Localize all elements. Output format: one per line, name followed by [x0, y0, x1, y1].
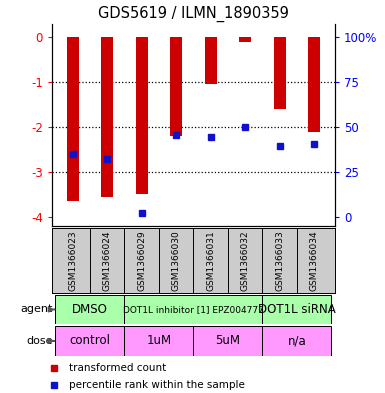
Bar: [274, 37, 286, 109]
Bar: [55, 326, 124, 356]
Bar: [263, 295, 331, 324]
Bar: [67, 37, 79, 201]
Text: GSM1366033: GSM1366033: [275, 230, 284, 291]
Bar: [308, 37, 320, 132]
Bar: [194, 326, 263, 356]
Text: percentile rank within the sample: percentile rank within the sample: [69, 380, 245, 390]
Text: n/a: n/a: [288, 334, 306, 347]
Text: GSM1366034: GSM1366034: [310, 230, 319, 291]
Bar: [239, 37, 251, 42]
Text: 5uM: 5uM: [216, 334, 241, 347]
Text: control: control: [69, 334, 110, 347]
Text: GSM1366031: GSM1366031: [206, 230, 215, 291]
Bar: [170, 37, 182, 136]
Text: agent: agent: [20, 305, 53, 314]
Text: DOT1L siRNA: DOT1L siRNA: [258, 303, 336, 316]
Bar: [124, 326, 194, 356]
Text: dose: dose: [26, 336, 53, 346]
Bar: [205, 37, 217, 84]
Bar: [101, 37, 113, 197]
Text: DMSO: DMSO: [72, 303, 108, 316]
Bar: [124, 295, 263, 324]
Title: GDS5619 / ILMN_1890359: GDS5619 / ILMN_1890359: [98, 6, 289, 22]
Text: GSM1366030: GSM1366030: [172, 230, 181, 291]
Bar: [136, 37, 148, 195]
Text: GSM1366023: GSM1366023: [68, 230, 77, 291]
Text: GSM1366024: GSM1366024: [103, 230, 112, 290]
Text: GSM1366029: GSM1366029: [137, 230, 146, 291]
Text: 1uM: 1uM: [146, 334, 171, 347]
Text: GSM1366032: GSM1366032: [241, 230, 250, 291]
Bar: [263, 326, 331, 356]
Text: transformed count: transformed count: [69, 362, 167, 373]
Text: DOT1L inhibitor [1] EPZ004777: DOT1L inhibitor [1] EPZ004777: [123, 305, 264, 314]
Bar: [55, 295, 124, 324]
